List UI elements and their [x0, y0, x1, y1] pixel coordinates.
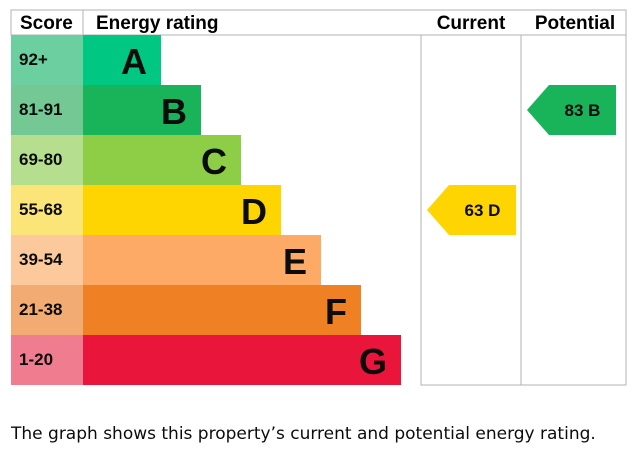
band-bar-a	[83, 35, 161, 85]
score-label-f: 21-38	[19, 300, 62, 319]
potential-rating-label: 83 B	[565, 101, 601, 120]
score-label-b: 81-91	[19, 100, 62, 119]
chart-caption: The graph shows this property’s current …	[11, 424, 596, 444]
score-cell-d	[11, 185, 83, 235]
band-letter-b: B	[161, 91, 187, 132]
band-letter-c: C	[201, 141, 227, 182]
band-bar-f	[83, 285, 361, 335]
potential-pointer	[527, 85, 616, 135]
band-letter-d: D	[241, 191, 267, 232]
header-score: Score	[20, 13, 73, 34]
potential-column	[520, 34, 627, 386]
header-energy-rating: Energy rating	[96, 13, 218, 34]
rating-bands: 92+ A 81-91 B 69-80 C 55-68 D 39-54 E 21-38 F 1-20 G	[11, 35, 401, 385]
score-cell-f	[11, 285, 83, 335]
score-cell-c	[11, 135, 83, 185]
band-bar-d	[83, 185, 281, 235]
band-letter-e: E	[283, 241, 307, 282]
band-letter-a: A	[121, 41, 147, 82]
score-label-d: 55-68	[19, 200, 62, 219]
band-bar-g	[83, 335, 401, 385]
band-bar-c	[83, 135, 241, 185]
header-row	[10, 9, 627, 36]
band-bar-b	[83, 85, 201, 135]
score-label-e: 39-54	[19, 250, 63, 269]
score-label-g: 1-20	[19, 350, 53, 369]
header-potential: Potential	[535, 13, 615, 34]
band-letter-f: F	[325, 291, 347, 332]
score-label-c: 69-80	[19, 150, 62, 169]
score-cell-g	[11, 335, 83, 385]
score-cell-a	[11, 35, 83, 85]
score-cell-b	[11, 85, 83, 135]
band-letter-g: G	[359, 341, 387, 382]
current-pointer	[427, 185, 516, 235]
score-label-a: 92+	[19, 50, 48, 69]
rating-pointers: 63 D 83 B	[427, 85, 616, 235]
score-cell-e	[11, 235, 83, 285]
current-rating-label: 63 D	[465, 201, 501, 220]
epc-chart: Score Energy rating Current Potential 92…	[10, 9, 627, 386]
band-bar-e	[83, 235, 321, 285]
header-current: Current	[437, 13, 506, 34]
